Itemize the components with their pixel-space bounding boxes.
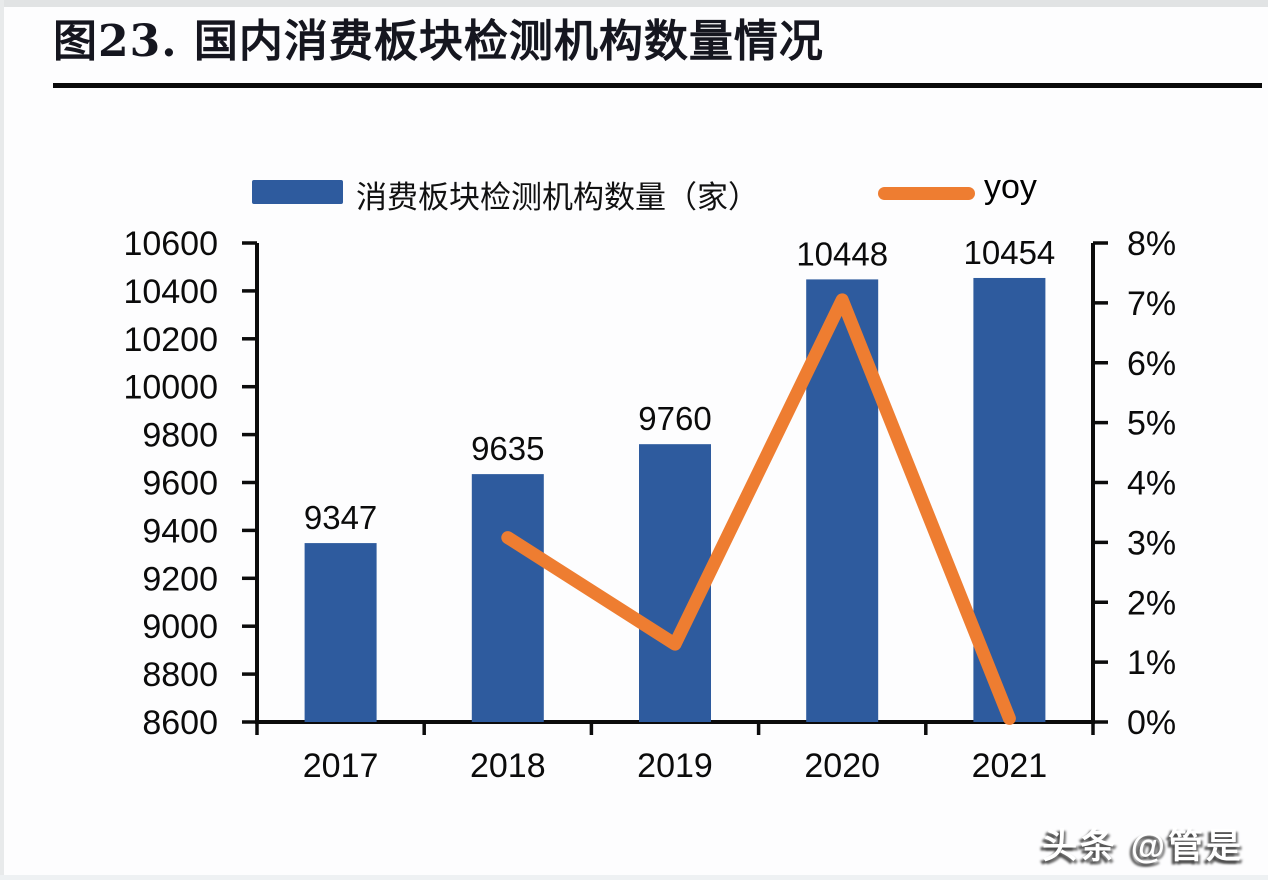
right-tick-label: 8% [1127,225,1176,263]
x-axis-label: 2018 [470,747,546,785]
page-edge-bottom [0,875,1268,880]
right-tick-label: 7% [1127,285,1176,323]
left-tick-label: 10000 [123,369,218,407]
bar-series: 9347 9635 9760 10448 10454 [304,234,1055,722]
right-tick-label: 5% [1127,405,1176,443]
legend-line-swatch-icon [878,187,975,200]
x-axis-label: 2017 [303,747,379,785]
left-tick-label: 10200 [123,321,218,359]
left-tick-label: 9400 [142,512,218,550]
left-tick-label: 9000 [142,608,218,646]
right-tick-label: 3% [1127,524,1176,562]
bar-data-label: 10448 [796,235,888,272]
bottom-axis-ticks [255,722,1095,735]
bar-data-label: 9347 [304,499,377,536]
x-axis-label: 2020 [804,747,880,785]
x-axis-labels: 2017 2018 2019 2020 2021 [303,747,1047,785]
left-tick-label: 10600 [123,225,218,263]
yoy-line [501,293,1016,725]
left-axis-ticks: 8600 8800 9000 9200 9400 9600 9800 10000 10200 10… [123,225,257,742]
left-tick-label: 9800 [142,417,218,455]
bar-data-label: 10454 [964,234,1056,271]
left-tick-label: 10400 [123,273,218,311]
legend-bar-swatch-icon [252,180,343,204]
watermark-text: 头条 @管是 [1042,827,1244,866]
title-underline [53,83,1262,88]
right-tick-label: 1% [1127,644,1176,682]
left-tick-label: 9200 [142,560,218,598]
bar-data-label: 9760 [638,400,711,437]
left-tick-label: 8800 [142,656,218,694]
bar [304,543,377,722]
bar [471,474,544,722]
right-tick-label: 4% [1127,465,1176,503]
x-axis-label: 2021 [972,747,1048,785]
legend-line-label: yoy [984,168,1037,206]
figure-title: 图23. 国内消费板块检测机构数量情况 [53,16,824,67]
left-tick-label: 8600 [142,704,218,742]
right-tick-label: 6% [1127,345,1176,383]
bar-data-label: 9635 [471,430,544,467]
legend-bar-label: 消费板块检测机构数量（家） [356,180,759,215]
right-tick-label: 0% [1127,704,1176,742]
right-tick-label: 2% [1127,584,1176,622]
right-axis-ticks: 0% 1% 2% 3% 4% 5% 6% 7% 8% [1093,225,1176,742]
page-edge-top [0,0,1268,7]
x-axis-label: 2019 [637,747,713,785]
left-tick-label: 9600 [142,465,218,503]
page-edge-left [0,0,4,880]
